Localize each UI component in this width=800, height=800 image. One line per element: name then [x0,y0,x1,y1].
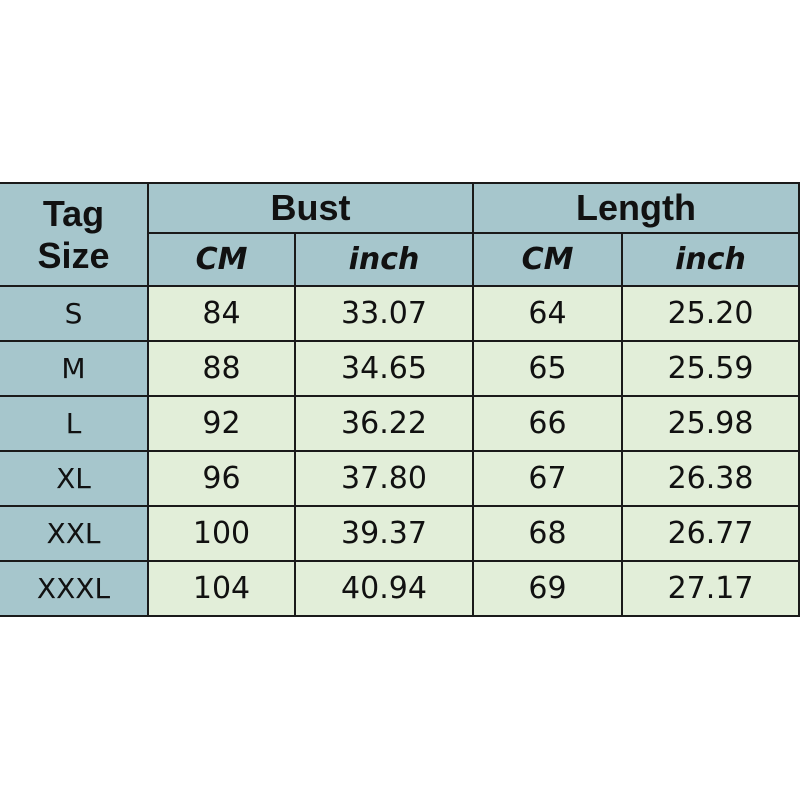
length-cm-cell: 69 [472,560,623,617]
bust-cm-header: CM [148,232,296,287]
table-row: XXL 100 39.37 68 26.77 [0,505,800,562]
bust-inch-cell: 36.22 [294,395,474,452]
length-cm-cell: 68 [472,505,623,562]
length-inch-cell: 27.17 [620,560,800,617]
bust-cm-cell: 104 [147,560,296,617]
size-cell: L [0,395,149,452]
bust-inch-cell: 34.65 [294,340,474,397]
bust-inch-cell: 39.37 [294,505,474,562]
length-inch-cell: 25.59 [620,340,800,397]
bust-cm-cell: 84 [147,285,296,342]
table-row: M 88 34.65 65 25.59 [0,340,800,397]
size-chart-table: Tag Size Bust Length CM inch CM inch S 84 3… [0,182,800,617]
length-inch-cell: 26.77 [620,505,800,562]
bust-inch-cell: 40.94 [294,560,474,617]
size-cell: M [0,340,149,397]
bust-inch-cell: 37.80 [294,450,474,507]
length-cm-cell: 67 [472,450,623,507]
bust-cm-cell: 88 [147,340,296,397]
size-cell: XXL [0,505,149,562]
size-cell: S [0,285,149,342]
length-inch-cell: 26.38 [620,450,800,507]
size-cell: XL [0,450,149,507]
table-row: L 92 36.22 66 25.98 [0,395,800,452]
size-cell: XXXL [0,560,149,617]
length-cm-cell: 64 [472,285,623,342]
length-header: Length [471,182,800,234]
length-cm-cell: 66 [472,395,623,452]
length-cm-cell: 65 [472,340,623,397]
tag-label: Tag [42,192,105,234]
length-inch-cell: 25.98 [620,395,800,452]
table-row: XL 96 37.80 67 26.38 [0,450,800,507]
length-inch-header: inch [620,232,800,287]
length-cm-header: CM [472,232,623,287]
table-row: S 84 33.07 64 25.20 [0,285,800,342]
bust-cm-cell: 92 [147,395,296,452]
bust-header: Bust [147,182,474,234]
bust-inch-header: inch [294,232,474,287]
tag-size-header: Tag Size [0,182,149,287]
length-inch-cell: 25.20 [620,285,800,342]
bust-cm-cell: 100 [147,505,296,562]
bust-inch-cell: 33.07 [294,285,474,342]
bust-cm-cell: 96 [147,450,296,507]
size-label: Size [37,234,110,276]
table-row: XXXL 104 40.94 69 27.17 [0,560,800,617]
